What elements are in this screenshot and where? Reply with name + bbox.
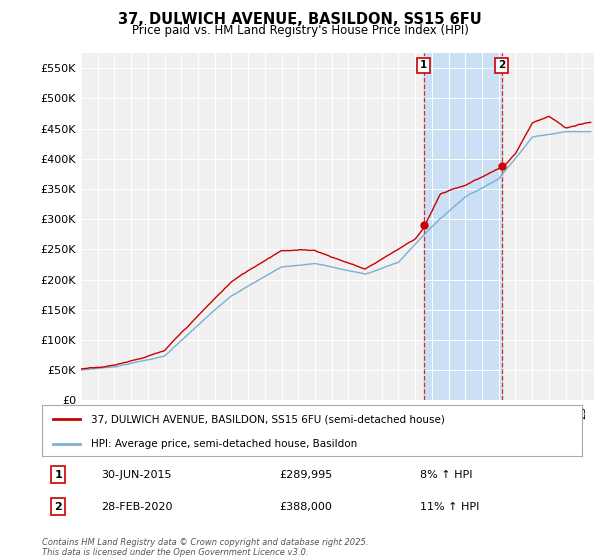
Text: 30-JUN-2015: 30-JUN-2015 — [101, 470, 172, 479]
Text: 11% ↑ HPI: 11% ↑ HPI — [420, 502, 479, 512]
Text: 1: 1 — [420, 60, 427, 71]
Text: 28-FEB-2020: 28-FEB-2020 — [101, 502, 173, 512]
Text: Contains HM Land Registry data © Crown copyright and database right 2025.
This d: Contains HM Land Registry data © Crown c… — [42, 538, 368, 557]
Text: 2: 2 — [55, 502, 62, 512]
Text: £289,995: £289,995 — [280, 470, 333, 479]
Text: 37, DULWICH AVENUE, BASILDON, SS15 6FU: 37, DULWICH AVENUE, BASILDON, SS15 6FU — [118, 12, 482, 27]
Text: 37, DULWICH AVENUE, BASILDON, SS15 6FU (semi-detached house): 37, DULWICH AVENUE, BASILDON, SS15 6FU (… — [91, 414, 445, 424]
Text: £388,000: £388,000 — [280, 502, 332, 512]
Text: HPI: Average price, semi-detached house, Basildon: HPI: Average price, semi-detached house,… — [91, 438, 357, 449]
Text: Price paid vs. HM Land Registry's House Price Index (HPI): Price paid vs. HM Land Registry's House … — [131, 24, 469, 37]
Text: 1: 1 — [55, 470, 62, 479]
Text: 2: 2 — [498, 60, 505, 71]
Text: 8% ↑ HPI: 8% ↑ HPI — [420, 470, 473, 479]
Bar — [424, 53, 502, 400]
